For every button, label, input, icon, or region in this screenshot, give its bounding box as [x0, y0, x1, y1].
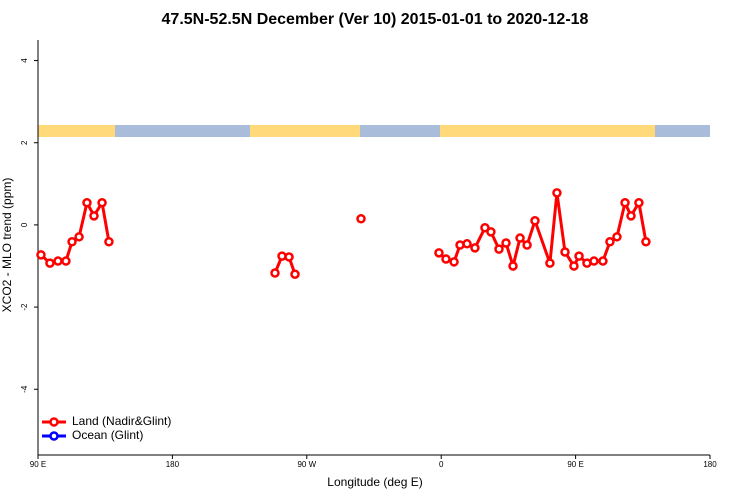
data-point: [612, 232, 622, 242]
data-point: [552, 188, 562, 198]
data-point: [574, 251, 584, 261]
data-point: [508, 261, 518, 271]
data-point: [620, 197, 630, 208]
data-point: [522, 240, 532, 250]
data-point: [67, 236, 77, 247]
data-point: [462, 239, 472, 249]
data-point: [494, 244, 504, 254]
x-tick-label: 90 E: [567, 460, 583, 469]
data-point: [449, 257, 459, 267]
data-point: [501, 238, 511, 248]
data-point: [515, 233, 525, 243]
data-point: [104, 236, 114, 247]
y-axis-label: XCO2 - MLO trend (ppm): [0, 178, 14, 313]
x-tick-label: 180: [703, 460, 717, 469]
data-point: [290, 269, 300, 279]
data-point: [74, 232, 84, 242]
data-point: [441, 254, 451, 264]
legend-marker: [49, 417, 59, 427]
ocean-band: [360, 125, 440, 137]
data-point: [61, 256, 71, 266]
data-point: [356, 213, 366, 224]
data-point: [97, 197, 107, 208]
data-point: [641, 236, 651, 247]
chart-title: 47.5N-52.5N December (Ver 10) 2015-01-01…: [162, 11, 589, 28]
data-point: [89, 211, 99, 221]
legend-label: Ocean (Glint): [72, 428, 143, 442]
data-line: [39, 192, 648, 275]
land-band: [250, 125, 360, 137]
y-tick-label: -4: [20, 385, 29, 393]
data-point: [569, 261, 579, 271]
data-point: [470, 243, 480, 253]
data-point: [530, 216, 540, 226]
data-point: [486, 227, 496, 237]
data-point: [598, 256, 608, 266]
x-tick-label: 90 W: [297, 460, 316, 469]
data-point: [82, 197, 92, 208]
data-point: [626, 211, 636, 221]
x-tick-label: 90 E: [30, 460, 46, 469]
data-point: [36, 250, 46, 260]
data-point: [270, 268, 280, 278]
y-tick-label: 0: [20, 222, 29, 227]
y-tick-label: 2: [20, 140, 29, 145]
x-tick-label: 0: [439, 460, 444, 469]
data-point: [480, 223, 490, 233]
y-tick-label: 4: [20, 58, 29, 63]
data-point: [589, 256, 599, 266]
x-axis-label: Longitude (deg E): [327, 475, 422, 489]
data-point: [605, 236, 615, 247]
y-tick-label: -2: [20, 303, 29, 311]
land-ocean-strip: [38, 125, 710, 137]
ocean-band: [655, 125, 710, 137]
land-band: [38, 125, 115, 137]
data-point: [53, 256, 63, 266]
data-point: [545, 258, 555, 268]
ocean-band: [115, 125, 250, 137]
data-point: [45, 258, 55, 268]
legend-marker: [49, 431, 59, 441]
data-point: [284, 252, 294, 262]
legend-label: Land (Nadir&Glint): [72, 414, 171, 428]
x-tick-label: 180: [166, 460, 180, 469]
data-point: [434, 248, 444, 258]
data-point: [560, 247, 570, 257]
land-band: [440, 125, 655, 137]
data-point: [634, 197, 644, 208]
